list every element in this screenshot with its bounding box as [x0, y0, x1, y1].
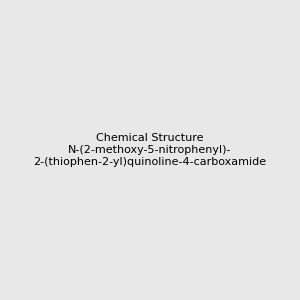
Text: Chemical Structure
N-(2-methoxy-5-nitrophenyl)-
2-(thiophen-2-yl)quinoline-4-car: Chemical Structure N-(2-methoxy-5-nitrop…	[33, 134, 267, 166]
